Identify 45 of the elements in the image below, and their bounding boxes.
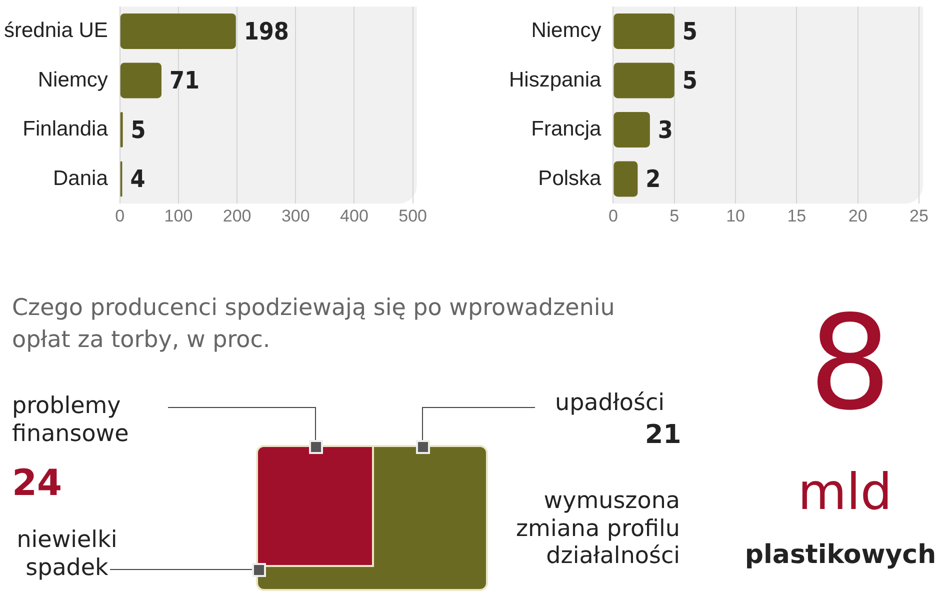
text: problemy finansowe (12, 393, 130, 448)
text: niewielki spadek (16, 527, 118, 582)
data-label: 71 (169, 66, 200, 95)
y-tick-label: średnia UE (4, 19, 108, 42)
y-tick-label: Polska (538, 166, 602, 190)
bar (614, 112, 650, 148)
x-tick-label: 300 (281, 206, 310, 226)
x-tick-label: 25 (910, 206, 928, 226)
data-label: 5 (130, 116, 146, 144)
y-tick-label: Dania (53, 166, 108, 190)
y-tick-label: Niemcy (38, 68, 108, 92)
x-tick-label: 10 (726, 206, 745, 226)
bar (120, 13, 236, 49)
bar (614, 13, 674, 49)
x-tick-label: 5 (670, 206, 680, 226)
text: 24 (12, 462, 62, 506)
x-tick-label: 0 (608, 206, 618, 226)
text: wymuszona zmiana profilu działalności (514, 488, 680, 571)
x-tick-label: 20 (848, 206, 868, 226)
text: Czego producenci spodziewają się po wprowadzeniu opłat za torby, w proc. (12, 294, 616, 356)
text: 8 (808, 286, 892, 441)
text: upadłości (555, 390, 664, 418)
bar (120, 112, 123, 148)
x-tick-label: 0 (115, 206, 125, 226)
x-tick-label: 15 (787, 206, 806, 226)
bar (614, 62, 674, 98)
bar (120, 62, 162, 98)
y-tick-label: Francja (531, 118, 602, 141)
y-tick-label: Niemcy (531, 19, 602, 42)
text: mld (796, 462, 894, 522)
data-label: 5 (682, 17, 698, 46)
y-tick-label: Finlandia (22, 118, 108, 141)
text: plastikowych (744, 540, 938, 572)
text: 21 (645, 420, 682, 452)
data-label: 5 (682, 66, 698, 95)
x-tick-label: 500 (398, 206, 428, 226)
bar (614, 161, 638, 197)
x-tick-label: 400 (340, 206, 368, 226)
data-label: 2 (646, 165, 661, 194)
data-label: 198 (244, 17, 289, 46)
data-label: 4 (130, 165, 146, 194)
x-tick-label: 100 (164, 206, 193, 226)
x-tick-label: 200 (222, 206, 252, 226)
y-tick-label: Hiszpania (508, 68, 602, 92)
data-label: 3 (658, 116, 673, 144)
